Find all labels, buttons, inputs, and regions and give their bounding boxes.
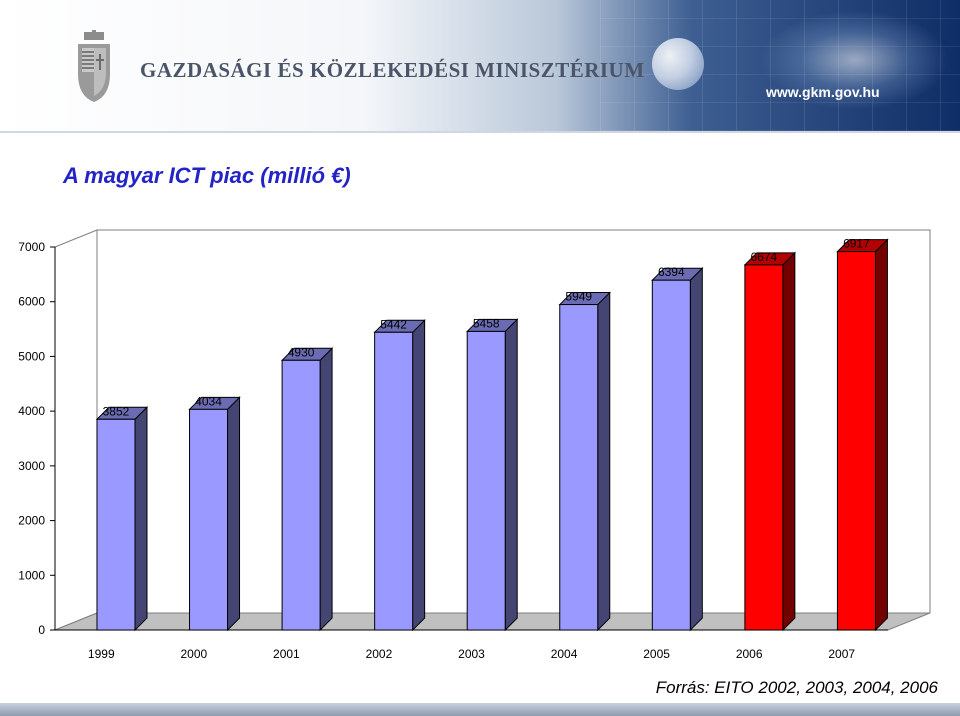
- x-tick-label-2001: 2001: [273, 647, 300, 661]
- bar-2003: [466, 330, 506, 631]
- data-label-1999: 3852: [103, 404, 130, 418]
- y-tick-label: 2000: [18, 514, 45, 528]
- bar-side-2005: [689, 266, 703, 632]
- bar-2007: [836, 251, 876, 631]
- data-label-2001: 4930: [288, 345, 315, 359]
- chart-title: A magyar ICT piac (millió €): [63, 163, 351, 188]
- y-tick-label: 1000: [18, 568, 45, 582]
- bar-side-1999: [134, 406, 148, 632]
- bar-2000: [189, 408, 229, 631]
- data-label-2000: 4034: [195, 394, 222, 408]
- source-note: Forrás: EITO 2002, 2003, 2004, 2006: [655, 678, 938, 697]
- data-label-2005: 6394: [658, 265, 685, 279]
- data-label-2003: 5458: [473, 316, 500, 330]
- bar-2005: [651, 279, 691, 631]
- data-label-2006: 6674: [751, 250, 778, 264]
- data-label-2004: 5949: [565, 290, 592, 304]
- header-banner: GAZDASÁGI ÉS KÖZLEKEDÉSI MINISZTÉRIUM ww…: [0, 0, 960, 131]
- y-tick-label: 6000: [18, 295, 45, 309]
- ministry-name: GAZDASÁGI ÉS KÖZLEKEDÉSI MINISZTÉRIUM: [140, 58, 645, 82]
- bar-1999: [96, 418, 136, 631]
- bar-2001: [281, 359, 321, 631]
- bar-side-2007: [874, 238, 888, 632]
- bar-side-2000: [227, 396, 241, 632]
- y-tick-label: 5000: [18, 349, 45, 363]
- bar-side-2006: [782, 251, 796, 632]
- bar-side-2004: [597, 291, 611, 632]
- x-tick-label-2000: 2000: [180, 647, 207, 661]
- banner-glow-decoration: [760, 10, 950, 110]
- y-tick-label: 7000: [18, 240, 45, 254]
- data-label-2002: 5442: [380, 317, 407, 331]
- data-label-2007: 6917: [843, 237, 870, 251]
- bar-side-2001: [319, 347, 333, 632]
- x-tick-label-2005: 2005: [643, 647, 670, 661]
- chart-side-wall: [54, 229, 98, 631]
- website-link[interactable]: www.gkm.gov.hu: [766, 84, 880, 100]
- y-tick-label: 3000: [18, 459, 45, 473]
- x-tick-label-2006: 2006: [736, 647, 763, 661]
- bar-side-2002: [412, 319, 426, 632]
- x-tick-label-2004: 2004: [551, 647, 578, 661]
- banner-divider: [0, 131, 960, 133]
- x-tick-label-2002: 2002: [366, 647, 393, 661]
- bar-2006: [744, 264, 784, 631]
- x-tick-label-1999: 1999: [88, 647, 115, 661]
- bar-side-2003: [504, 318, 518, 632]
- y-tick-label: 0: [38, 623, 45, 637]
- bar-2002: [374, 331, 414, 631]
- x-tick-label-2003: 2003: [458, 647, 485, 661]
- bar-2004: [559, 304, 599, 631]
- x-tick-label-2007: 2007: [828, 647, 855, 661]
- footer-bar: [0, 703, 960, 716]
- bar-chart: 0 1000 2000 3000 4000 5000 6000 7000 3852 1999 403…: [18, 229, 931, 661]
- globe-icon: [652, 38, 704, 90]
- coat-of-arms-icon: [78, 30, 110, 102]
- y-tick-label: 4000: [18, 404, 45, 418]
